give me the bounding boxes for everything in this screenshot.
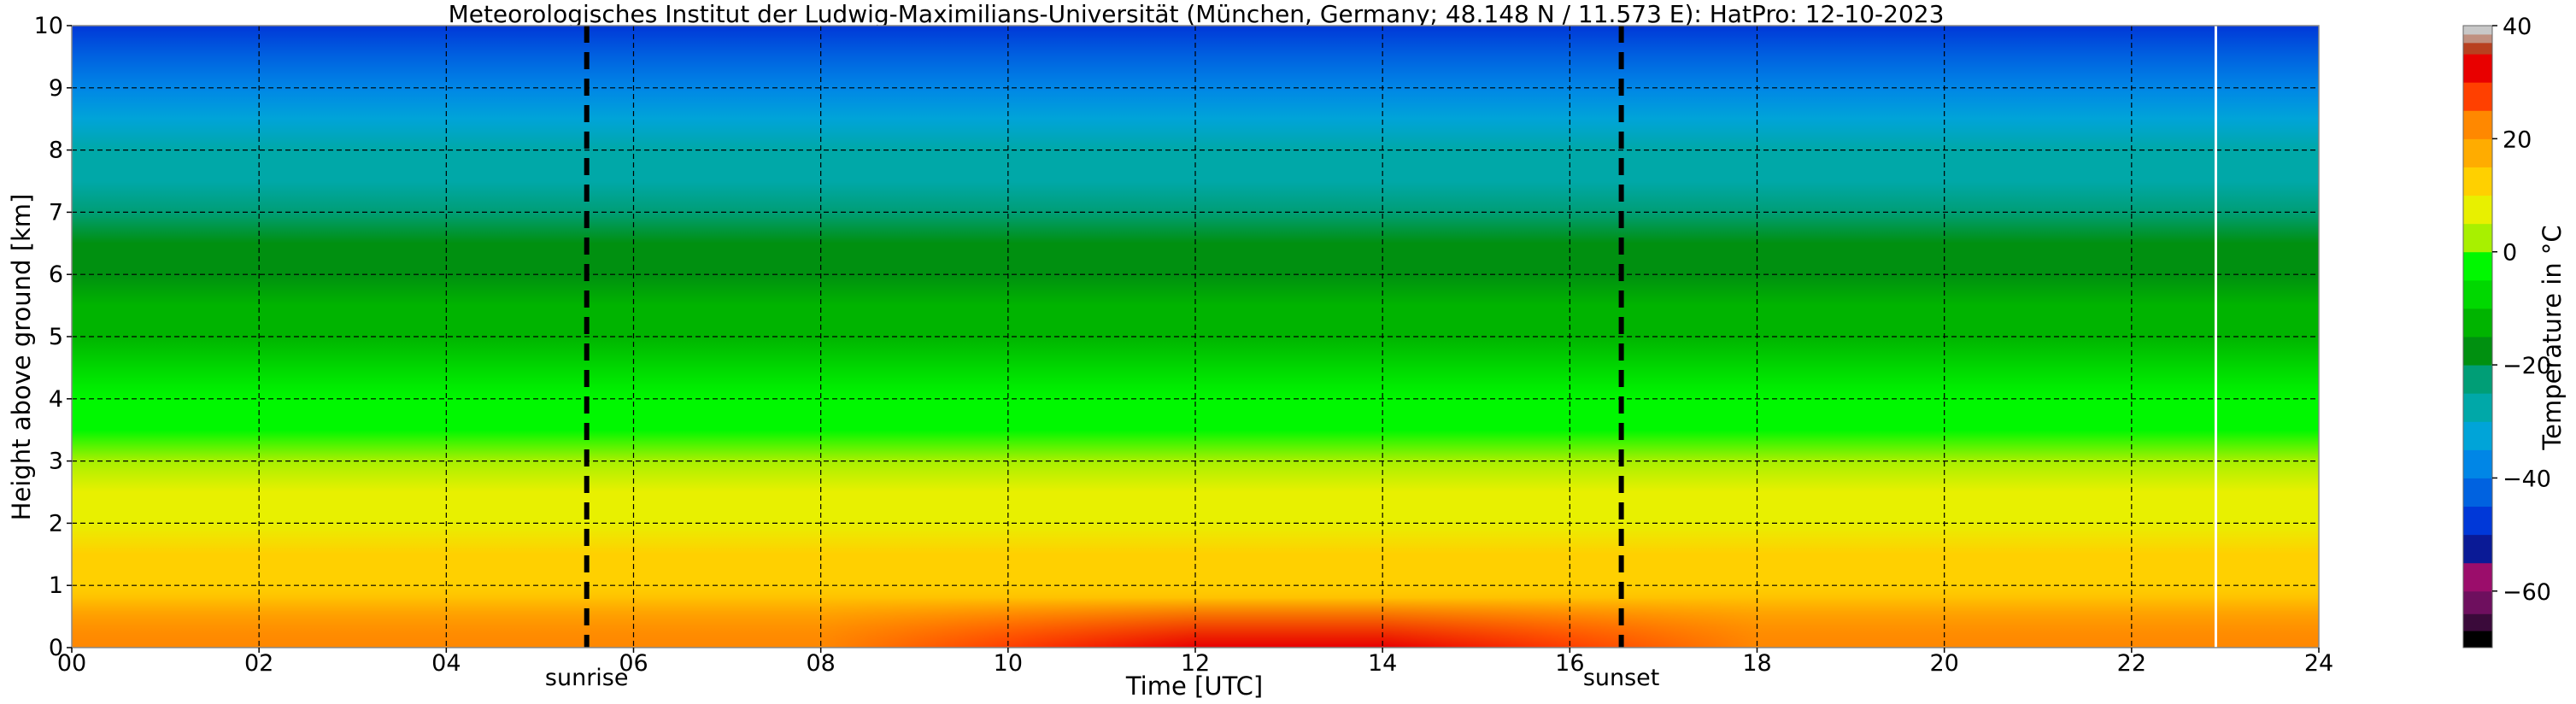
colorbar-segment <box>2463 26 2492 35</box>
y-tick-label: 7 <box>49 199 63 226</box>
x-tick-label: 04 <box>431 650 461 677</box>
x-tick-label: 06 <box>619 650 648 677</box>
x-tick-label: 02 <box>244 650 273 677</box>
event-markers: sunrise sunset <box>545 26 1659 691</box>
colorbar-segment <box>2463 138 2492 167</box>
colorbar-segment <box>2463 590 2492 614</box>
y-tick-label: 10 <box>34 13 63 39</box>
colorbar-segment <box>2463 337 2492 366</box>
x-tick-label: 24 <box>2304 650 2333 677</box>
chart-title: Meteorologisches Institut der Ludwig-Max… <box>449 0 1945 28</box>
colorbar-ticks: −60 −40 −20 0 20 40 <box>2492 14 2551 606</box>
colorbar-segment <box>2463 562 2492 592</box>
colorbar-segment <box>2463 613 2492 631</box>
x-tick-label: 14 <box>1368 650 1397 677</box>
y-tick-label: 8 <box>49 138 63 164</box>
colorbar-segment <box>2463 449 2492 478</box>
colorbar-segment <box>2463 167 2492 197</box>
y-tick-label: 9 <box>49 75 63 102</box>
x-tick-label: 22 <box>2117 650 2146 677</box>
colorbar-segment <box>2463 110 2492 139</box>
x-tick-label: 16 <box>1555 650 1584 677</box>
colorbar-tick-label: 40 <box>2503 14 2532 40</box>
y-tick-label: 0 <box>49 635 63 661</box>
x-tick-label: 10 <box>994 650 1023 677</box>
colorbar-segment <box>2463 365 2492 394</box>
colorbar-segment <box>2463 308 2492 337</box>
y-tick-label: 2 <box>49 510 63 537</box>
colorbar-tick-label: −40 <box>2503 466 2551 492</box>
y-tick-label: 5 <box>49 324 63 350</box>
colorbar-segment <box>2463 506 2492 536</box>
y-tick-label: 4 <box>49 386 63 413</box>
colorbar-segment <box>2463 54 2492 83</box>
y-axis: 0 1 2 3 4 5 6 7 8 9 10 <box>34 13 72 661</box>
y-tick-label: 6 <box>49 261 63 288</box>
colorbar-segments <box>2462 25 2493 648</box>
x-axis: 00 02 04 06 08 10 12 14 16 18 20 22 24 <box>57 648 2333 677</box>
colorbar-segment <box>2463 82 2492 111</box>
sunrise-label: sunrise <box>545 665 629 691</box>
colorbar-segment <box>2463 478 2492 507</box>
sunset-label: sunset <box>1583 665 1660 691</box>
y-tick-label: 1 <box>49 572 63 599</box>
colorbar-segment <box>2463 223 2492 253</box>
colorbar-segment <box>2463 279 2492 309</box>
colorbar-tick-label: −60 <box>2503 579 2551 606</box>
colorbar-segment <box>2463 195 2492 225</box>
x-tick-label: 08 <box>806 650 835 677</box>
plot-area: sunrise sunset <box>71 25 2320 691</box>
colorbar-segment <box>2463 631 2492 648</box>
colorbar-segment <box>2463 33 2492 44</box>
x-tick-label: 00 <box>57 650 86 677</box>
grid <box>72 26 2319 648</box>
colorbar-tick-label: 0 <box>2503 240 2517 267</box>
x-axis-label: Time [UTC] <box>1125 672 1263 701</box>
colorbar-tick-label: −20 <box>2503 353 2551 379</box>
colorbar-segment <box>2463 42 2492 55</box>
colorbar-segment <box>2463 393 2492 422</box>
colorbar-segment <box>2463 251 2492 281</box>
x-tick-label: 20 <box>1929 650 1958 677</box>
y-axis-label: Height above ground [km] <box>7 194 36 521</box>
x-tick-label: 12 <box>1181 650 1210 677</box>
x-tick-label: 18 <box>1742 650 1771 677</box>
colorbar-segment <box>2463 534 2492 564</box>
colorbar-frame <box>2462 25 2493 648</box>
colorbar: −60 −40 −20 0 20 40 Temperature in °C <box>2462 14 2567 648</box>
surface-warming-band <box>72 597 2319 648</box>
colorbar-segment <box>2463 421 2492 450</box>
colorbar-label: Temperature in °C <box>2538 225 2567 450</box>
colorbar-tick-label: 20 <box>2503 126 2532 153</box>
y-tick-label: 3 <box>49 449 63 475</box>
